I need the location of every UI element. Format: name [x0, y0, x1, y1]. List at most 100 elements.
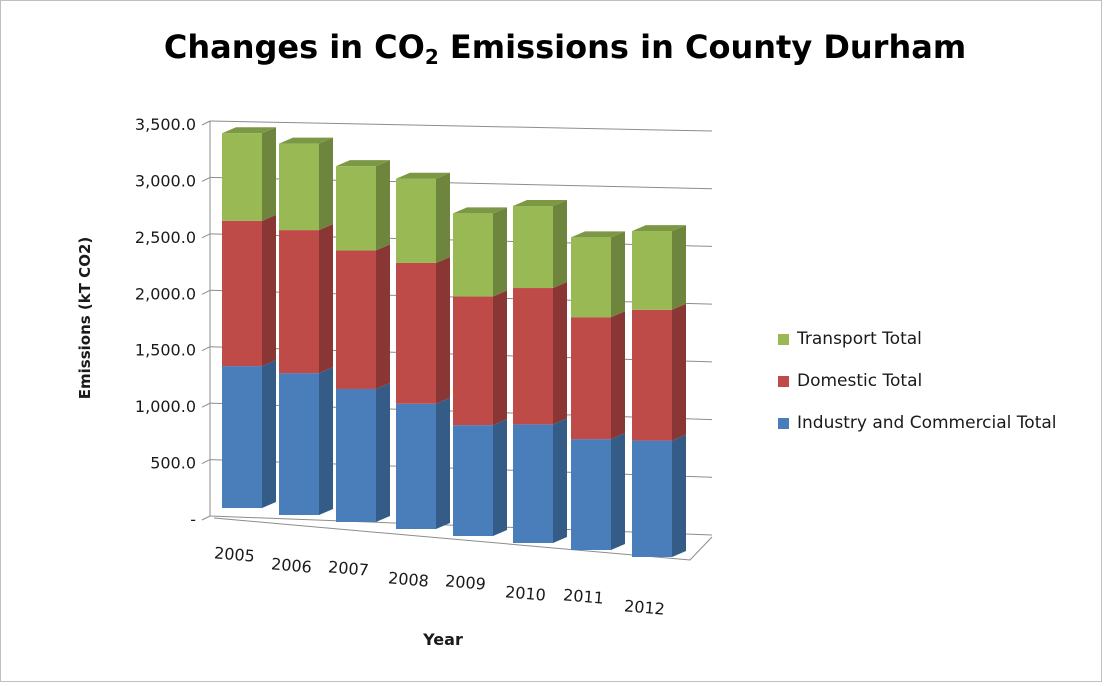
legend-item: Domestic Total: [778, 370, 1057, 392]
bar-top-face: [222, 127, 276, 134]
legend-swatch: [778, 375, 789, 387]
bar-side-face: [436, 256, 450, 404]
bar-side-face: [672, 434, 686, 557]
y-tick-mark: [201, 515, 211, 521]
legend-label: Industry and Commercial Total: [797, 413, 1057, 433]
y-tick-mark: [201, 120, 211, 126]
bar-side-face: [436, 172, 450, 263]
y-tick-label: 1,000.0: [135, 397, 196, 416]
bar-segment: [453, 207, 507, 297]
legend-item: Transport Total: [778, 328, 1057, 350]
title-text: Changes in CO: [163, 28, 425, 66]
bar-side-face: [319, 224, 333, 374]
bar-front-face: [279, 143, 319, 231]
y-tick-mark: [201, 176, 211, 182]
bar-side-face: [493, 207, 507, 297]
bar-front-face: [453, 213, 493, 297]
bar-side-face: [262, 127, 276, 221]
title-subscript: 2: [424, 45, 439, 69]
bar-front-face: [453, 425, 493, 536]
bar-front-face: [222, 366, 262, 508]
bar-top-face: [453, 207, 507, 214]
bar-front-face: [453, 296, 493, 426]
bar-front-face: [279, 230, 319, 374]
bar-side-face: [493, 290, 507, 426]
floor-edge: [213, 517, 713, 561]
bar-front-face: [279, 373, 319, 515]
bar-side-face: [553, 282, 567, 425]
bar-segment: [453, 290, 507, 426]
bar-side-face: [611, 311, 625, 440]
bar-front-face: [632, 309, 672, 441]
title-text-rest: Emissions in County Durham: [438, 28, 967, 66]
bar-segment: [571, 311, 625, 440]
bar-top-face: [513, 199, 567, 206]
x-tick-label: 2012: [623, 596, 665, 618]
x-tick-label: 2010: [504, 582, 546, 604]
bar-segment: [336, 244, 390, 389]
bar-side-face: [553, 199, 567, 289]
x-tick-label: 2008: [387, 568, 429, 590]
bar-side-face: [262, 214, 276, 367]
y-tick-mark: [201, 233, 211, 239]
bar-side-face: [553, 418, 567, 543]
bar-segment: [336, 160, 390, 251]
bar-segment: [222, 214, 276, 367]
bar-side-face: [376, 382, 390, 522]
bar-side-face: [319, 137, 333, 231]
bar-front-face: [396, 403, 436, 529]
y-tick-mark: [201, 402, 211, 408]
bar-front-face: [513, 288, 553, 425]
bar-front-face: [222, 220, 262, 367]
bar-front-face: [396, 262, 436, 404]
y-tick-mark: [201, 289, 211, 295]
bar-side-face: [376, 244, 390, 389]
bar-segment: [222, 360, 276, 508]
bar-side-face: [611, 433, 625, 550]
y-tick-mark: [201, 346, 211, 352]
bar-side-face: [672, 225, 686, 310]
chart-legend: Transport Total Domestic Total Industry an…: [778, 328, 1057, 454]
bar-segment: [632, 434, 686, 557]
x-tick-label: 2005: [213, 543, 255, 565]
bar-segment: [513, 282, 567, 425]
bar-front-face: [336, 250, 376, 389]
legend-label: Transport Total: [797, 329, 922, 349]
y-tick-label: 2,000.0: [135, 284, 196, 303]
bar-side-face: [436, 397, 450, 529]
x-tick-label: 2006: [270, 554, 312, 576]
legend-swatch: [778, 417, 789, 429]
bar-side-face: [611, 231, 625, 318]
y-tick-label: -: [190, 510, 196, 529]
gridline: [209, 120, 713, 132]
bar-segment: [279, 224, 333, 374]
bar-side-face: [493, 419, 507, 536]
x-axis-title: Year: [422, 630, 463, 649]
bar-top-face: [571, 231, 625, 238]
bar-segment: [453, 419, 507, 536]
chart-title: Changes in CO2 Emissions in County Durha…: [0, 28, 1108, 69]
bar-segment: [279, 367, 333, 515]
bar-top-face: [336, 160, 390, 167]
y-axis-title: Emissions (kT CO2): [76, 237, 94, 400]
bar-front-face: [336, 388, 376, 522]
y-tick-label: 2,500.0: [135, 228, 196, 247]
x-tick-label: 2009: [444, 571, 486, 593]
y-tick-label: 500.0: [150, 454, 196, 473]
bar-front-face: [632, 231, 672, 310]
bar-segment: [513, 418, 567, 543]
legend-item: Industry and Commercial Total: [778, 412, 1057, 434]
bar-side-face: [376, 160, 390, 251]
bar-top-face: [396, 172, 450, 179]
y-tick-mark: [201, 459, 211, 465]
bar-side-face: [672, 303, 686, 441]
bar-front-face: [571, 237, 611, 318]
x-tick-label: 2007: [327, 557, 369, 579]
bar-segment: [632, 303, 686, 441]
bar-top-face: [632, 225, 686, 232]
legend-swatch: [778, 333, 789, 345]
bar-front-face: [336, 166, 376, 251]
bar-side-face: [319, 367, 333, 515]
bar-segment: [571, 231, 625, 318]
